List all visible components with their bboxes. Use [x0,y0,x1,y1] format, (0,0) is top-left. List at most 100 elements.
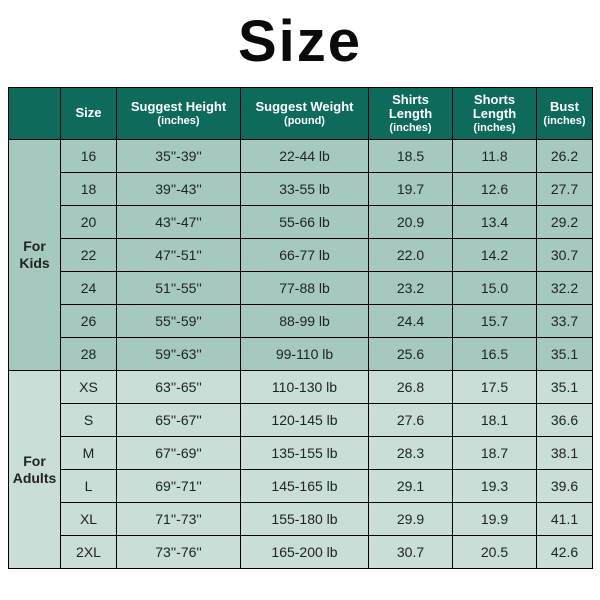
data-cell-height: 51''-55'' [117,272,241,305]
data-cell-bust: 38.1 [537,437,593,470]
size-table: Size Suggest Height(inches) Suggest Weight… [8,87,593,569]
size-chart-page: Size Size Suggest Height(inches) Suggest W… [0,0,600,600]
data-cell-weight: 99-110 lb [241,338,369,371]
data-cell-size: 20 [61,206,117,239]
data-cell-weight: 155-180 lb [241,503,369,536]
data-cell-bust: 35.1 [537,371,593,404]
data-cell-height: 69''-71'' [117,470,241,503]
table-row: 2247''-51''66-77 lb22.014.230.7 [9,239,593,272]
data-cell-size: L [61,470,117,503]
table-row: ForAdultsXS63''-65''110-130 lb26.817.535… [9,371,593,404]
data-cell-shorts: 19.3 [453,470,537,503]
header-main: Suggest Weight [256,99,354,114]
data-cell-shirts: 27.6 [369,404,453,437]
data-cell-shirts: 24.4 [369,305,453,338]
table-row: XL71''-73''155-180 lb29.919.941.1 [9,503,593,536]
header-cell: Suggest Height(inches) [117,88,241,140]
data-cell-height: 67''-69'' [117,437,241,470]
data-cell-shorts: 19.9 [453,503,537,536]
data-cell-size: 22 [61,239,117,272]
header-row: Size Suggest Height(inches) Suggest Weight… [9,88,593,140]
header-main: Shirts Length [389,92,432,121]
header-sub: (pound) [243,115,366,127]
data-cell-weight: 33-55 lb [241,173,369,206]
data-cell-shirts: 29.1 [369,470,453,503]
table-row: 2859''-63''99-110 lb25.616.535.1 [9,338,593,371]
header-main: Shorts Length [473,92,516,121]
data-cell-bust: 27.7 [537,173,593,206]
data-cell-weight: 135-155 lb [241,437,369,470]
table-row: M67''-69''135-155 lb28.318.738.1 [9,437,593,470]
group-label: ForAdults [9,371,61,569]
data-cell-height: 55''-59'' [117,305,241,338]
data-cell-size: 28 [61,338,117,371]
data-cell-size: 16 [61,140,117,173]
data-cell-height: 59''-63'' [117,338,241,371]
data-cell-bust: 41.1 [537,503,593,536]
data-cell-bust: 42.6 [537,536,593,569]
data-cell-bust: 32.2 [537,272,593,305]
data-cell-shorts: 20.5 [453,536,537,569]
data-cell-weight: 88-99 lb [241,305,369,338]
data-cell-bust: 33.7 [537,305,593,338]
data-cell-size: 24 [61,272,117,305]
data-cell-shirts: 22.0 [369,239,453,272]
table-row: S65''-67''120-145 lb27.618.136.6 [9,404,593,437]
table-row: 1839''-43''33-55 lb19.712.627.7 [9,173,593,206]
header-main: Size [75,105,101,120]
group-label-top: For [9,453,60,470]
table-body: ForKids1635''-39''22-44 lb18.511.826.218… [9,140,593,569]
data-cell-bust: 39.6 [537,470,593,503]
header-cell: Shorts Length(inches) [453,88,537,140]
data-cell-shorts: 15.0 [453,272,537,305]
data-cell-bust: 29.2 [537,206,593,239]
header-sub: (inches) [371,122,450,134]
data-cell-height: 71''-73'' [117,503,241,536]
data-cell-size: M [61,437,117,470]
data-cell-height: 47''-51'' [117,239,241,272]
data-cell-shirts: 30.7 [369,536,453,569]
data-cell-shirts: 18.5 [369,140,453,173]
data-cell-shorts: 14.2 [453,239,537,272]
data-cell-shirts: 25.6 [369,338,453,371]
data-cell-size: S [61,404,117,437]
header-main: Bust [550,99,579,114]
data-cell-bust: 26.2 [537,140,593,173]
group-label-bottom: Adults [9,470,60,487]
data-cell-size: 26 [61,305,117,338]
data-cell-shorts: 16.5 [453,338,537,371]
data-cell-bust: 36.6 [537,404,593,437]
data-cell-weight: 77-88 lb [241,272,369,305]
data-cell-shirts: 23.2 [369,272,453,305]
data-cell-shirts: 29.9 [369,503,453,536]
header-sub: (inches) [539,115,590,127]
data-cell-weight: 145-165 lb [241,470,369,503]
data-cell-shorts: 17.5 [453,371,537,404]
header-sub: (inches) [119,115,238,127]
data-cell-height: 65''-67'' [117,404,241,437]
table-row: 2XL73''-76''165-200 lb30.720.542.6 [9,536,593,569]
data-cell-weight: 165-200 lb [241,536,369,569]
data-cell-size: XS [61,371,117,404]
header-cell: Shirts Length(inches) [369,88,453,140]
data-cell-weight: 66-77 lb [241,239,369,272]
data-cell-height: 43''-47'' [117,206,241,239]
data-cell-shorts: 18.1 [453,404,537,437]
data-cell-size: 2XL [61,536,117,569]
header-cell: Size [61,88,117,140]
data-cell-shirts: 28.3 [369,437,453,470]
data-cell-weight: 110-130 lb [241,371,369,404]
data-cell-height: 35''-39'' [117,140,241,173]
table-row: 2043''-47''55-66 lb20.913.429.2 [9,206,593,239]
data-cell-height: 63''-65'' [117,371,241,404]
group-label-bottom: Kids [9,255,60,272]
data-cell-shorts: 15.7 [453,305,537,338]
table-row: ForKids1635''-39''22-44 lb18.511.826.2 [9,140,593,173]
data-cell-weight: 55-66 lb [241,206,369,239]
header-cell [9,88,61,140]
group-label-top: For [9,238,60,255]
table-row: 2451''-55''77-88 lb23.215.032.2 [9,272,593,305]
data-cell-size: 18 [61,173,117,206]
data-cell-weight: 120-145 lb [241,404,369,437]
table-row: L69''-71''145-165 lb29.119.339.6 [9,470,593,503]
